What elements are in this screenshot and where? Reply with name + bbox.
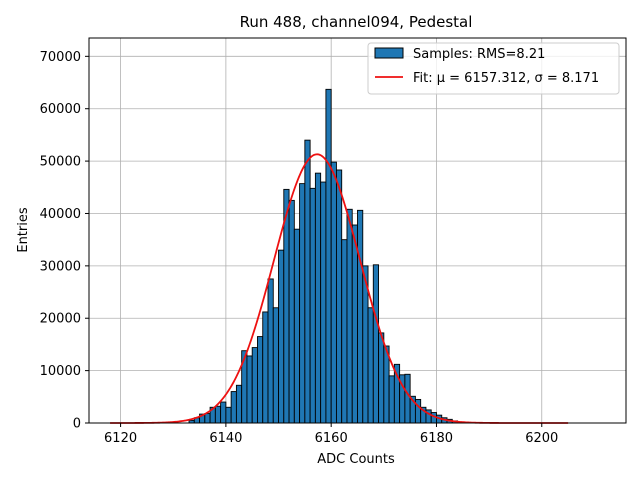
y-axis-label: Entries bbox=[16, 207, 31, 253]
histogram-bar bbox=[204, 413, 211, 424]
histogram-bar bbox=[330, 161, 337, 424]
histogram-bar bbox=[293, 228, 301, 424]
x-axis-ticks: 6120 6140 6160 6180 6200 bbox=[104, 423, 558, 446]
legend-box bbox=[367, 42, 620, 95]
histogram-bar bbox=[309, 187, 316, 424]
x-tick-label: 6200 bbox=[525, 431, 558, 446]
y-tick-label: 0 bbox=[73, 417, 81, 432]
y-tick-label: 70000 bbox=[40, 50, 81, 65]
y-tick-label: 60000 bbox=[40, 102, 81, 117]
histogram-bar bbox=[272, 307, 279, 424]
histogram-bar bbox=[351, 224, 358, 424]
histogram-bar bbox=[251, 347, 258, 424]
histogram-bar bbox=[320, 181, 327, 424]
histogram-bar bbox=[383, 345, 390, 424]
y-tick-label: 10000 bbox=[40, 364, 81, 379]
chart-title: Run 488, channel094, Pedestal bbox=[240, 13, 473, 31]
legend-fit-label: Fit: μ = 6157.312, σ = 8.171 bbox=[413, 71, 599, 86]
histogram-bar bbox=[404, 373, 411, 424]
y-tick-label: 40000 bbox=[40, 207, 81, 222]
histogram-bar bbox=[225, 406, 232, 424]
histogram-bar bbox=[378, 332, 385, 424]
histogram-bar bbox=[246, 355, 253, 424]
legend-histogram-label: Samples: RMS=8.21 bbox=[413, 47, 545, 62]
histogram-bar bbox=[283, 188, 290, 424]
x-tick-label: 6140 bbox=[209, 431, 242, 446]
y-tick-label: 50000 bbox=[40, 155, 81, 170]
legend-histogram-swatch bbox=[374, 47, 404, 59]
histogram-bar bbox=[262, 311, 269, 424]
x-axis-label: ADC Counts bbox=[317, 452, 395, 467]
histogram-bar bbox=[304, 139, 311, 424]
histogram-bar bbox=[314, 172, 322, 424]
histogram-bar bbox=[230, 391, 237, 424]
histogram-bar bbox=[388, 375, 395, 424]
histogram-bar bbox=[299, 183, 306, 424]
histogram-bar bbox=[335, 169, 343, 424]
histogram-bar bbox=[372, 264, 380, 424]
histogram-bar bbox=[367, 307, 374, 424]
y-tick-label: 20000 bbox=[40, 312, 81, 327]
histogram-bars bbox=[188, 88, 464, 424]
y-axis-ticks: 0 10000 20000 30000 40000 50000 60000 70000 bbox=[40, 50, 89, 432]
histogram-bar bbox=[214, 405, 222, 424]
histogram-bar bbox=[325, 88, 332, 424]
legend: Samples: RMS=8.21 Fit: μ = 6157.312, σ =… bbox=[367, 42, 620, 95]
x-tick-label: 6120 bbox=[104, 431, 137, 446]
histogram-bar bbox=[220, 401, 227, 424]
y-tick-label: 30000 bbox=[40, 259, 81, 274]
x-tick-label: 6180 bbox=[420, 431, 453, 446]
histogram-bar bbox=[267, 278, 274, 424]
histogram-bar bbox=[235, 384, 243, 424]
histogram-bar bbox=[257, 336, 264, 424]
histogram-bar bbox=[346, 208, 353, 424]
x-tick-label: 6160 bbox=[315, 431, 348, 446]
histogram-bar bbox=[341, 239, 348, 424]
plot-frame bbox=[88, 37, 627, 424]
histogram-bar bbox=[357, 209, 364, 424]
histogram-bar bbox=[288, 199, 295, 424]
histogram-bar bbox=[278, 249, 285, 424]
